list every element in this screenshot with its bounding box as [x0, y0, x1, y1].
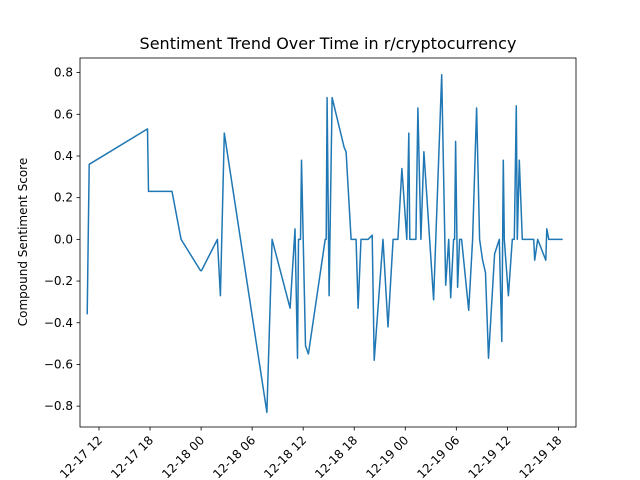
series-line-0 — [86, 73, 563, 414]
y-tick-label: −0.2 — [44, 274, 73, 288]
chart-title: Sentiment Trend Over Time in r/cryptocur… — [140, 34, 517, 53]
y-tick-label: −0.8 — [44, 399, 73, 413]
y-tick-label: 0.6 — [54, 107, 73, 121]
y-tick-label: −0.4 — [44, 316, 73, 330]
y-tick-label: 0.2 — [54, 191, 73, 205]
y-tick-label: 0.0 — [54, 232, 73, 246]
y-tick-label: 0.4 — [54, 149, 73, 163]
axes-frame — [79, 57, 577, 428]
y-axis-title: Compound Sentiment Score — [16, 158, 30, 326]
y-tick-label: 0.8 — [54, 66, 73, 80]
y-tick-label: −0.6 — [44, 357, 73, 371]
